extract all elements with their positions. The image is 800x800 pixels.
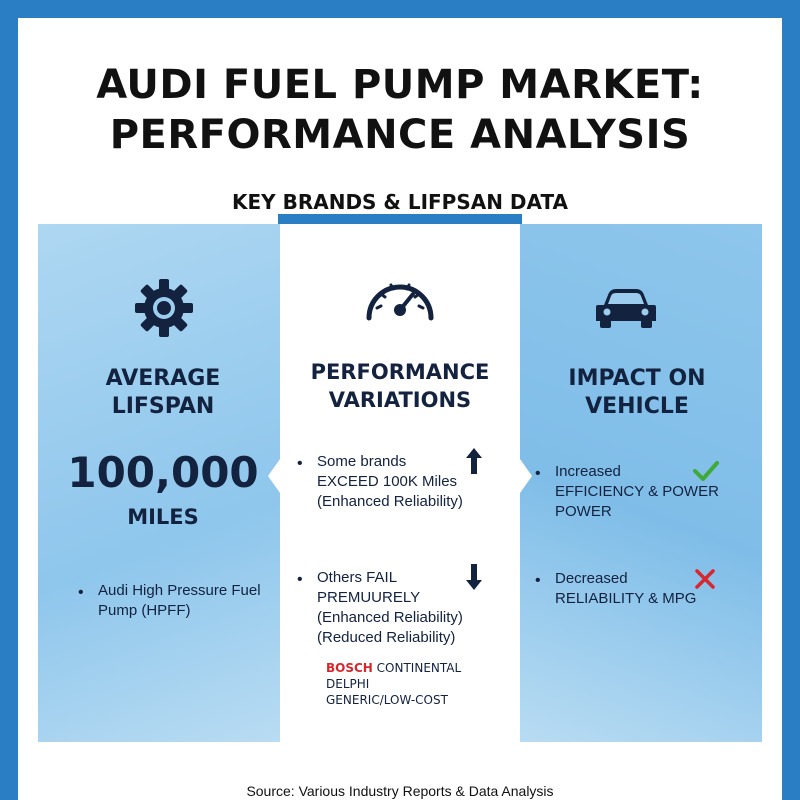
- impact-heading-line-1: IMPACT ON: [568, 366, 706, 391]
- increased-bullet-text: Increased EFFICIENCY & POWER POWER: [555, 462, 719, 522]
- fail-bullet-line-2: PREMUURELY: [317, 589, 421, 606]
- decreased-bullet-text: Decreased RELIABILITY & MPG: [555, 569, 696, 609]
- fail-bullet-line-4: (Reduced Reliability): [317, 629, 456, 646]
- lifespan-heading: AVERAGE LIFSPAN: [38, 365, 288, 421]
- page-title: AUDI FUEL PUMP MARKET: PERFORMANCE ANALY…: [18, 60, 782, 160]
- hpff-bullet-line-1: Audi High Pressure Fuel: [98, 582, 261, 599]
- exceed-bullet-line-2: EXCEED 100K Miles: [317, 473, 458, 490]
- title-line-1: AUDI FUEL PUMP MARKET:: [96, 62, 704, 108]
- bullet-dot: •: [297, 571, 303, 588]
- performance-heading-line-2: VARIATIONS: [328, 388, 472, 412]
- hpff-bullet-line-2: Pump (HPFF): [98, 602, 191, 619]
- increased-bullet-line-3: POWER: [555, 503, 612, 520]
- speedometer-icon: [363, 272, 437, 329]
- lifespan-heading-line-2: LIFSPAN: [111, 394, 215, 419]
- exceed-bullet-line-1: Some brands: [317, 453, 407, 470]
- cross-icon: [694, 568, 716, 595]
- brand-bosch: BOSCH: [326, 661, 373, 675]
- performance-panel-topbar: [278, 214, 522, 224]
- bullet-dot: •: [535, 465, 541, 482]
- lifespan-value: 100,000: [67, 448, 259, 497]
- brand-generic: GENERIC/LOW-COST: [326, 693, 448, 707]
- lifespan-heading-line-1: AVERAGE: [105, 366, 221, 391]
- source-note: Source: Various Industry Reports & Data …: [246, 783, 554, 799]
- exceed-bullet-line-3: (Enhanced Reliability): [317, 493, 463, 510]
- fail-bullet-text: Others FAIL PREMUURELY (Enhanced Reliabi…: [317, 568, 463, 648]
- impact-heading: IMPACT ON VEHICLE: [512, 365, 762, 421]
- bullet-dot: •: [78, 584, 84, 601]
- decreased-bullet-line-1: Decreased: [555, 570, 628, 587]
- brand-row-1: BOSCH CONTINENTAL: [326, 660, 461, 676]
- car-icon: [594, 287, 658, 334]
- impact-heading-line-2: VEHICLE: [585, 394, 689, 419]
- checkmark-icon: [692, 460, 720, 487]
- gear-icon: [133, 277, 195, 344]
- hpff-bullet-text: Audi High Pressure Fuel Pump (HPFF): [98, 581, 261, 621]
- brand-delphi: DELPHI: [326, 677, 370, 691]
- arrow-up-icon: [464, 446, 484, 481]
- brand-continental: CONTINENTAL: [376, 661, 462, 675]
- performance-heading: PERFORMANCE VARIATIONS: [280, 358, 520, 414]
- increased-bullet-line-1: Increased: [555, 463, 621, 480]
- bullet-dot: •: [297, 455, 303, 472]
- performance-heading-line-1: PERFORMANCE: [310, 360, 490, 384]
- decreased-bullet-line-2: RELIABILITY & MPG: [555, 590, 697, 607]
- bullet-dot: •: [535, 572, 541, 589]
- lifespan-unit: MILES: [127, 505, 199, 529]
- fail-bullet-line-3: (Enhanced Reliability): [317, 609, 463, 626]
- increased-bullet-line-2: EFFICIENCY & POWER: [555, 483, 719, 500]
- title-line-2: PERFORMANCE ANALYSIS: [109, 112, 691, 158]
- exceed-bullet-text: Some brands EXCEED 100K Miles (Enhanced …: [317, 452, 463, 512]
- brand-list: BOSCH CONTINENTAL DELPHI GENERIC/LOW-COS…: [326, 660, 461, 708]
- fail-bullet-line-1: Others FAIL: [317, 569, 398, 586]
- page-subtitle: KEY BRANDS & LIFPSAN DATA: [231, 190, 569, 214]
- arrow-down-icon: [464, 562, 484, 597]
